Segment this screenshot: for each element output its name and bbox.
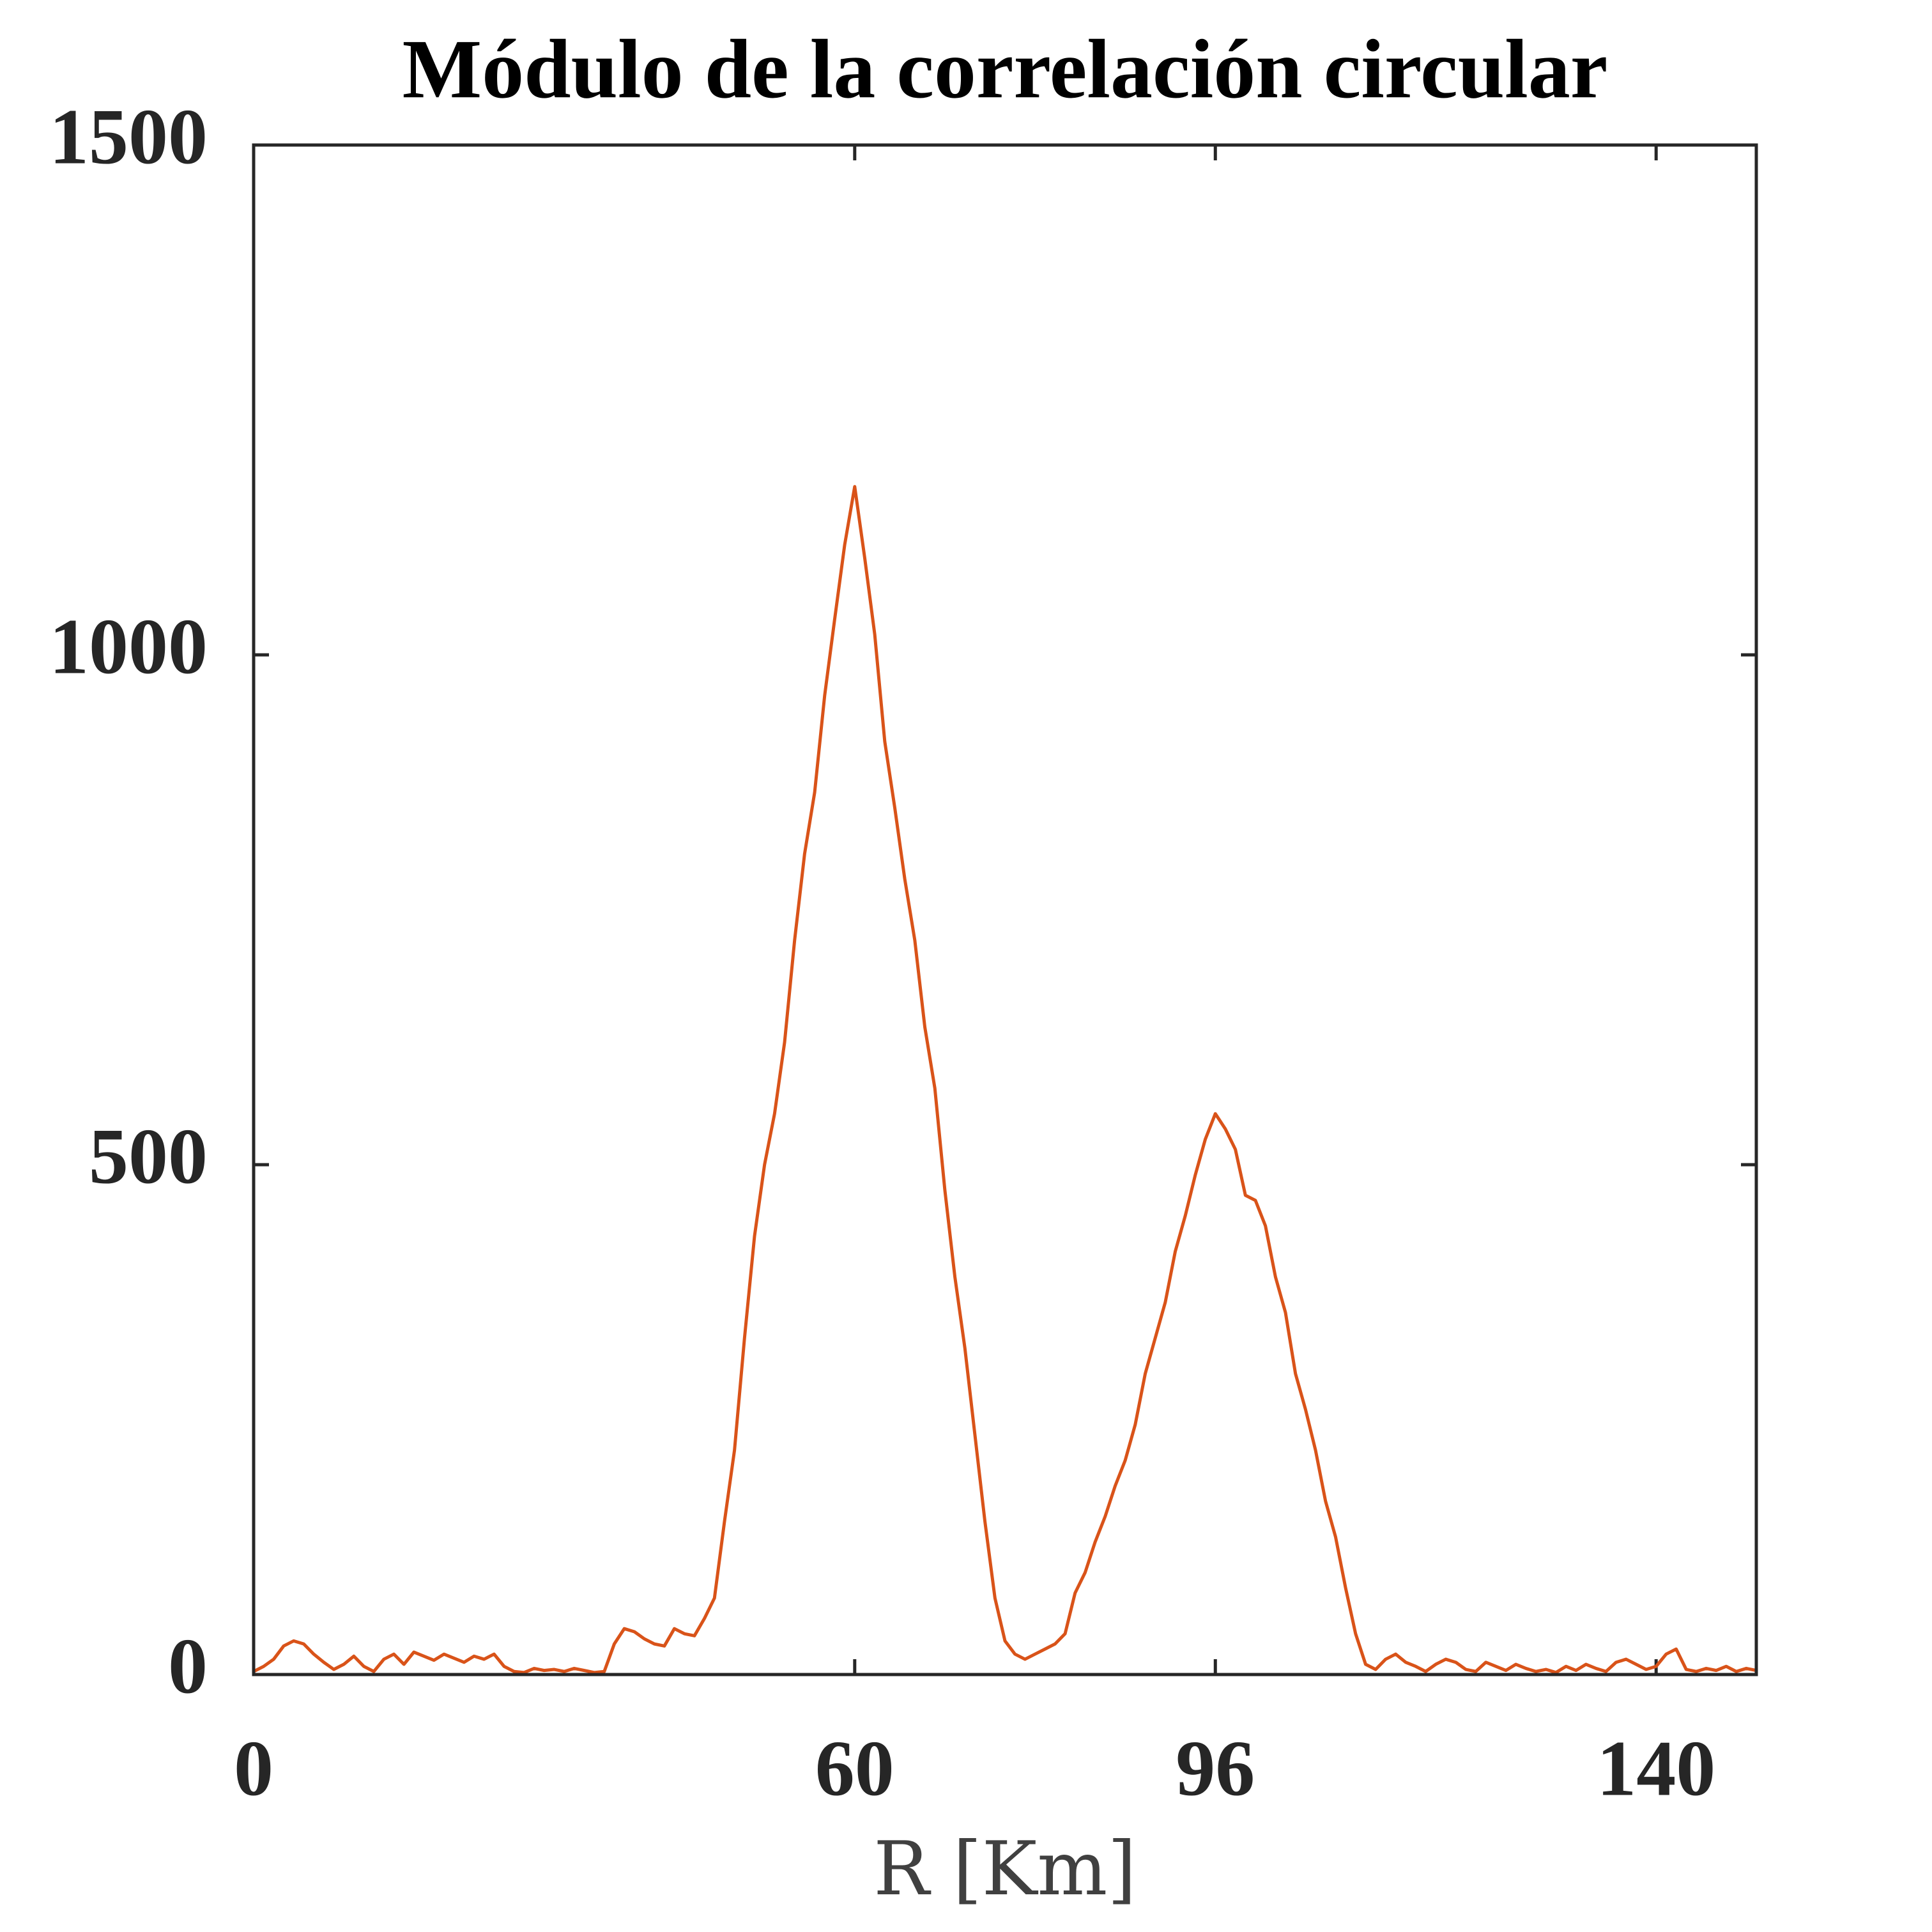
data-line: [252, 485, 1757, 1675]
chart-title: Módulo de la correlación circular: [402, 22, 1608, 116]
axes-box: [252, 143, 1758, 1676]
y-tick-label: 500: [89, 1112, 208, 1200]
x-tick-label: 60: [815, 1724, 894, 1812]
x-tick-label: 96: [1176, 1724, 1255, 1812]
y-tick-label: 0: [168, 1622, 208, 1710]
y-tick-label: 1500: [49, 93, 208, 180]
x-tick-label: 0: [234, 1724, 273, 1812]
x-tick-label: 140: [1597, 1724, 1715, 1812]
x-axis-label: R [Km]: [873, 1826, 1136, 1912]
y-tick-label: 1000: [49, 602, 208, 690]
